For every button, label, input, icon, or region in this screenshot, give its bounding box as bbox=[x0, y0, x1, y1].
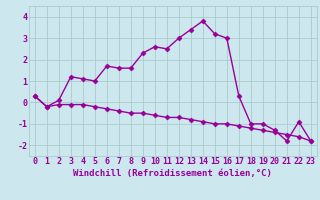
X-axis label: Windchill (Refroidissement éolien,°C): Windchill (Refroidissement éolien,°C) bbox=[73, 169, 272, 178]
